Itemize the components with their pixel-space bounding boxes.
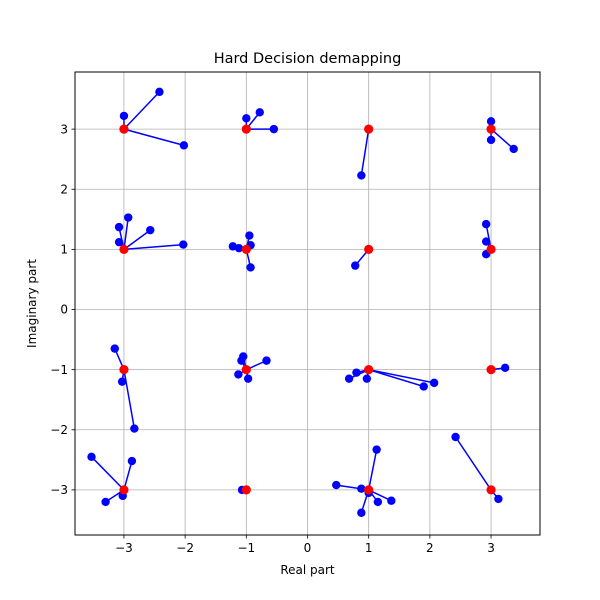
constellation-point <box>486 124 496 134</box>
plot-data <box>87 87 518 517</box>
received-point <box>419 382 428 391</box>
received-point <box>357 171 366 180</box>
received-point <box>387 496 396 505</box>
received-point <box>127 456 137 466</box>
received-point <box>372 445 381 454</box>
decision-line <box>123 460 133 491</box>
x-tick-label: 1 <box>365 541 373 555</box>
received-point <box>114 222 124 232</box>
received-point <box>245 231 254 240</box>
received-point <box>101 497 110 507</box>
constellation-point <box>241 244 251 254</box>
x-tick-label: −1 <box>237 541 255 555</box>
received-point <box>243 374 253 383</box>
x-tick-label: 2 <box>426 541 434 555</box>
constellation-point <box>486 485 496 495</box>
received-point <box>451 432 460 442</box>
y-tick-label: −1 <box>50 363 68 377</box>
received-point <box>179 141 189 150</box>
received-point <box>357 484 366 493</box>
received-point <box>237 356 246 365</box>
received-point <box>242 114 251 123</box>
decision-line <box>123 91 160 130</box>
received-point <box>117 377 127 386</box>
y-tick-label: 3 <box>60 122 68 136</box>
received-point <box>352 368 361 377</box>
x-tick-label: 0 <box>304 541 312 555</box>
y-tick-label: 1 <box>60 243 68 257</box>
received-point <box>146 225 155 235</box>
received-point <box>362 374 372 383</box>
y-tick-label: 2 <box>60 182 68 196</box>
constellation-point <box>241 365 251 375</box>
decision-line <box>454 436 492 491</box>
received-point <box>234 370 243 379</box>
grid <box>75 72 540 535</box>
y-tick-label: −3 <box>50 483 68 497</box>
received-point <box>332 480 341 490</box>
chart-title: Hard Decision demapping <box>214 51 402 67</box>
decision-line <box>123 217 129 250</box>
constellation-point <box>119 365 129 375</box>
y-tick-label: −2 <box>50 423 68 437</box>
decision-line <box>360 129 370 176</box>
constellation-point <box>241 485 251 495</box>
axis-ticks: −3 −2 −1 0 1 2 3 −3 −2 −1 0 1 2 3 <box>50 122 495 555</box>
constellation-point <box>119 244 129 254</box>
decision-line <box>367 449 378 491</box>
received-point <box>351 261 360 270</box>
received-point <box>373 497 383 507</box>
received-point <box>481 219 491 229</box>
decision-line <box>490 128 515 150</box>
decision-line <box>123 229 151 250</box>
received-point <box>255 108 264 117</box>
constellation-point <box>241 124 251 134</box>
x-tick-label: −2 <box>176 541 194 555</box>
received-point <box>234 243 244 253</box>
constellation-point <box>486 244 496 254</box>
received-point <box>114 237 124 247</box>
x-axis-title: Real part <box>280 563 335 577</box>
received-point <box>130 424 139 433</box>
decision-line <box>123 243 184 251</box>
received-point <box>269 124 279 134</box>
y-axis-title: Imaginary part <box>25 259 39 348</box>
received-point <box>119 111 129 121</box>
y-tick-label: 0 <box>60 303 68 317</box>
received-point <box>262 356 271 365</box>
constellation-point <box>364 485 374 495</box>
constellation-point <box>486 365 496 375</box>
decision-line <box>123 128 185 147</box>
received-point <box>344 374 354 383</box>
decision-line <box>368 368 424 388</box>
received-point <box>110 344 119 353</box>
decision-line <box>368 368 435 384</box>
constellation-point <box>119 485 129 495</box>
constellation-point <box>364 124 374 134</box>
received-point <box>429 378 439 388</box>
received-point <box>486 135 496 145</box>
received-point <box>87 452 96 462</box>
constellation-point <box>364 244 374 254</box>
received-point <box>500 363 510 373</box>
received-point <box>494 494 503 504</box>
received-point <box>509 144 518 154</box>
constellation-point <box>119 124 129 134</box>
received-point <box>246 263 255 272</box>
received-point <box>481 237 491 246</box>
constellation-point <box>364 365 374 375</box>
received-point <box>486 117 496 126</box>
received-point <box>179 240 188 249</box>
x-tick-label: 3 <box>487 541 495 555</box>
x-tick-label: −3 <box>115 541 133 555</box>
received-point <box>155 87 164 97</box>
received-point <box>124 213 133 222</box>
received-point <box>357 508 366 517</box>
decision-line <box>90 456 125 491</box>
